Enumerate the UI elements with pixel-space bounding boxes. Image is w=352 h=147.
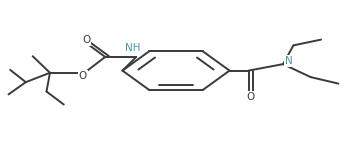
Text: N: N [285,56,293,66]
Text: NH: NH [125,43,140,53]
Text: O: O [246,92,254,102]
Text: O: O [82,35,90,45]
Text: O: O [78,71,87,81]
